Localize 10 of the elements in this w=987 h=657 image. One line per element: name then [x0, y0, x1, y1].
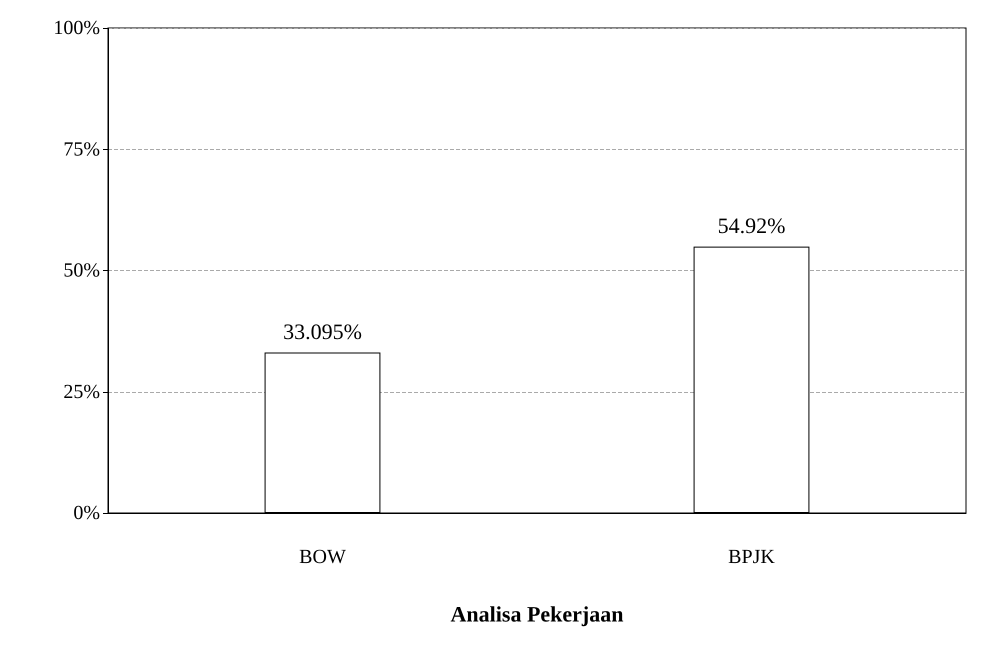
y-tick-label: 25%	[63, 380, 100, 403]
x-tick-label: BPJK	[728, 546, 776, 568]
x-axis-title: Analisa Pekerjaan	[450, 602, 624, 626]
data-label: 54.92%	[718, 213, 786, 238]
y-tick-label: 100%	[53, 17, 100, 39]
data-label: 33.095%	[283, 318, 362, 344]
y-tick-label: 50%	[63, 260, 100, 282]
x-tick-label: BOW	[299, 546, 346, 568]
y-tick-label: 0%	[73, 502, 100, 524]
y-tick-label: 75%	[63, 138, 100, 160]
